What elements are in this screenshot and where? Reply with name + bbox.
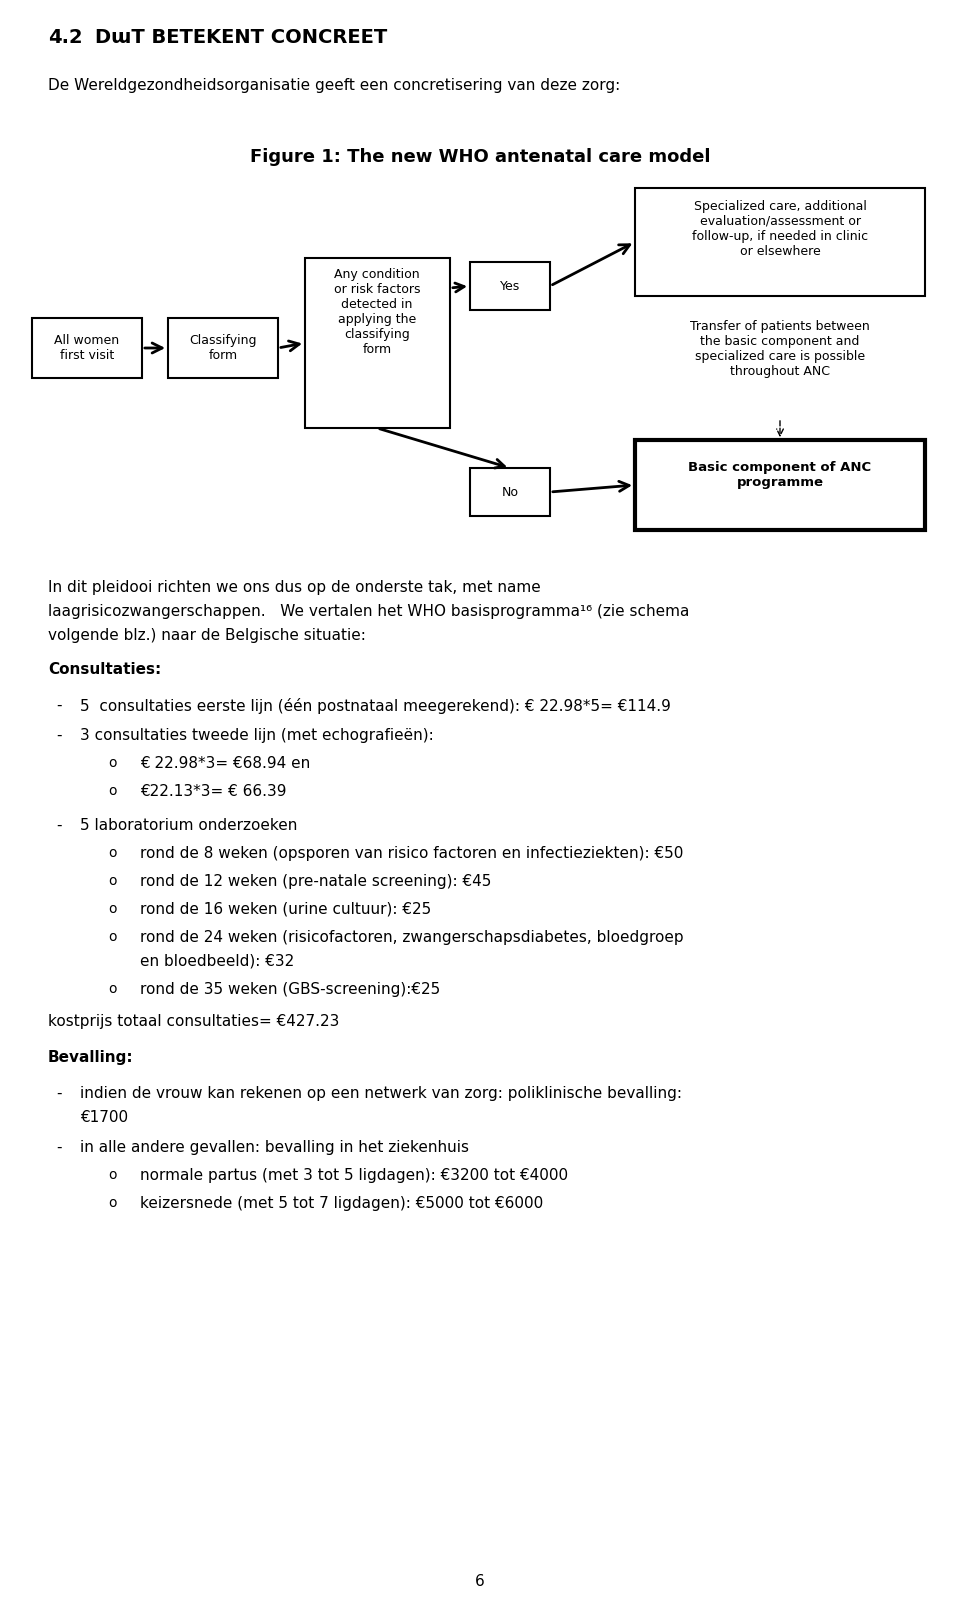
Text: o: o [108, 982, 116, 996]
Text: keizersnede (met 5 tot 7 ligdagen): €5000 tot €6000: keizersnede (met 5 tot 7 ligdagen): €500… [140, 1197, 543, 1211]
Text: € 22.98*3= €68.94 en: € 22.98*3= €68.94 en [140, 755, 310, 772]
Text: kostprijs totaal consultaties= €427.23: kostprijs totaal consultaties= €427.23 [48, 1014, 340, 1030]
Text: No: No [501, 486, 518, 499]
Text: Yes: Yes [500, 279, 520, 292]
Text: normale partus (met 3 tot 5 ligdagen): €3200 tot €4000: normale partus (met 3 tot 5 ligdagen): €… [140, 1168, 568, 1184]
Text: volgende blz.) naar de Belgische situatie:: volgende blz.) naar de Belgische situati… [48, 629, 366, 643]
Text: laagrisicozwangerschappen.   We vertalen het WHO basisprogramma¹⁶ (zie schema: laagrisicozwangerschappen. We vertalen h… [48, 605, 689, 619]
Text: 5 laboratorium onderzoeken: 5 laboratorium onderzoeken [80, 818, 298, 832]
Text: De Wereldgezondheidsorganisatie geeft een concretisering van deze zorg:: De Wereldgezondheidsorganisatie geeft ee… [48, 79, 620, 93]
Text: o: o [108, 874, 116, 889]
Text: -: - [56, 1086, 61, 1100]
Text: 3 consultaties tweede lijn (met echografieën):: 3 consultaties tweede lijn (met echograf… [80, 728, 434, 743]
Text: Specialized care, additional
evaluation/assessment or
follow-up, if needed in cl: Specialized care, additional evaluation/… [692, 200, 868, 258]
Text: -: - [56, 698, 61, 714]
Text: Classifying
form: Classifying form [189, 334, 256, 363]
Text: Any condition
or risk factors
detected in
applying the
classifying
form: Any condition or risk factors detected i… [334, 268, 420, 356]
Text: -: - [56, 1140, 61, 1155]
Bar [635, 439, 925, 529]
Bar [32, 318, 142, 379]
Text: indien de vrouw kan rekenen op een netwerk van zorg: poliklinische bevalling:: indien de vrouw kan rekenen op een netwe… [80, 1086, 682, 1100]
Text: Basic component of ANC
programme: Basic component of ANC programme [688, 460, 872, 489]
Bar [305, 258, 450, 428]
Text: -: - [56, 818, 61, 832]
Bar [168, 318, 278, 379]
Text: Figure 1: The new WHO antenatal care model: Figure 1: The new WHO antenatal care mod… [250, 148, 710, 165]
Text: €22.13*3= € 66.39: €22.13*3= € 66.39 [140, 784, 286, 799]
Text: o: o [108, 1197, 116, 1209]
Text: rond de 35 weken (GBS-screening):€25: rond de 35 weken (GBS-screening):€25 [140, 982, 441, 998]
Text: en bloedbeeld): €32: en bloedbeeld): €32 [140, 954, 295, 969]
Text: Bevalling:: Bevalling: [48, 1051, 133, 1065]
Text: rond de 8 weken (opsporen van risico factoren en infectieziekten): €50: rond de 8 weken (opsporen van risico fac… [140, 845, 684, 861]
Bar [470, 261, 550, 310]
Text: -: - [56, 728, 61, 743]
Text: o: o [108, 845, 116, 860]
Text: DɯT BETEKENT CONCREET: DɯT BETEKENT CONCREET [95, 27, 387, 47]
Bar [470, 468, 550, 516]
Text: rond de 16 weken (urine cultuur): €25: rond de 16 weken (urine cultuur): €25 [140, 901, 431, 917]
Text: 4.2: 4.2 [48, 27, 83, 47]
Text: €1700: €1700 [80, 1110, 128, 1124]
Text: in alle andere gevallen: bevalling in het ziekenhuis: in alle andere gevallen: bevalling in he… [80, 1140, 469, 1155]
Text: o: o [108, 755, 116, 770]
Text: o: o [108, 930, 116, 945]
Text: 6: 6 [475, 1574, 485, 1590]
Text: o: o [108, 784, 116, 799]
Bar [635, 188, 925, 297]
Text: In dit pleidooi richten we ons dus op de onderste tak, met name: In dit pleidooi richten we ons dus op de… [48, 581, 540, 595]
Text: rond de 24 weken (risicofactoren, zwangerschapsdiabetes, bloedgroep: rond de 24 weken (risicofactoren, zwange… [140, 930, 684, 945]
Text: o: o [108, 901, 116, 916]
Text: Transfer of patients between
the basic component and
specialized care is possibl: Transfer of patients between the basic c… [690, 321, 870, 379]
Text: o: o [108, 1168, 116, 1182]
Text: 5  consultaties eerste lijn (één postnataal meegerekend): € 22.98*5= €114.9: 5 consultaties eerste lijn (één postnata… [80, 698, 671, 714]
Text: Consultaties:: Consultaties: [48, 662, 161, 677]
Text: All women
first visit: All women first visit [55, 334, 120, 363]
Text: rond de 12 weken (pre-natale screening): €45: rond de 12 weken (pre-natale screening):… [140, 874, 492, 889]
